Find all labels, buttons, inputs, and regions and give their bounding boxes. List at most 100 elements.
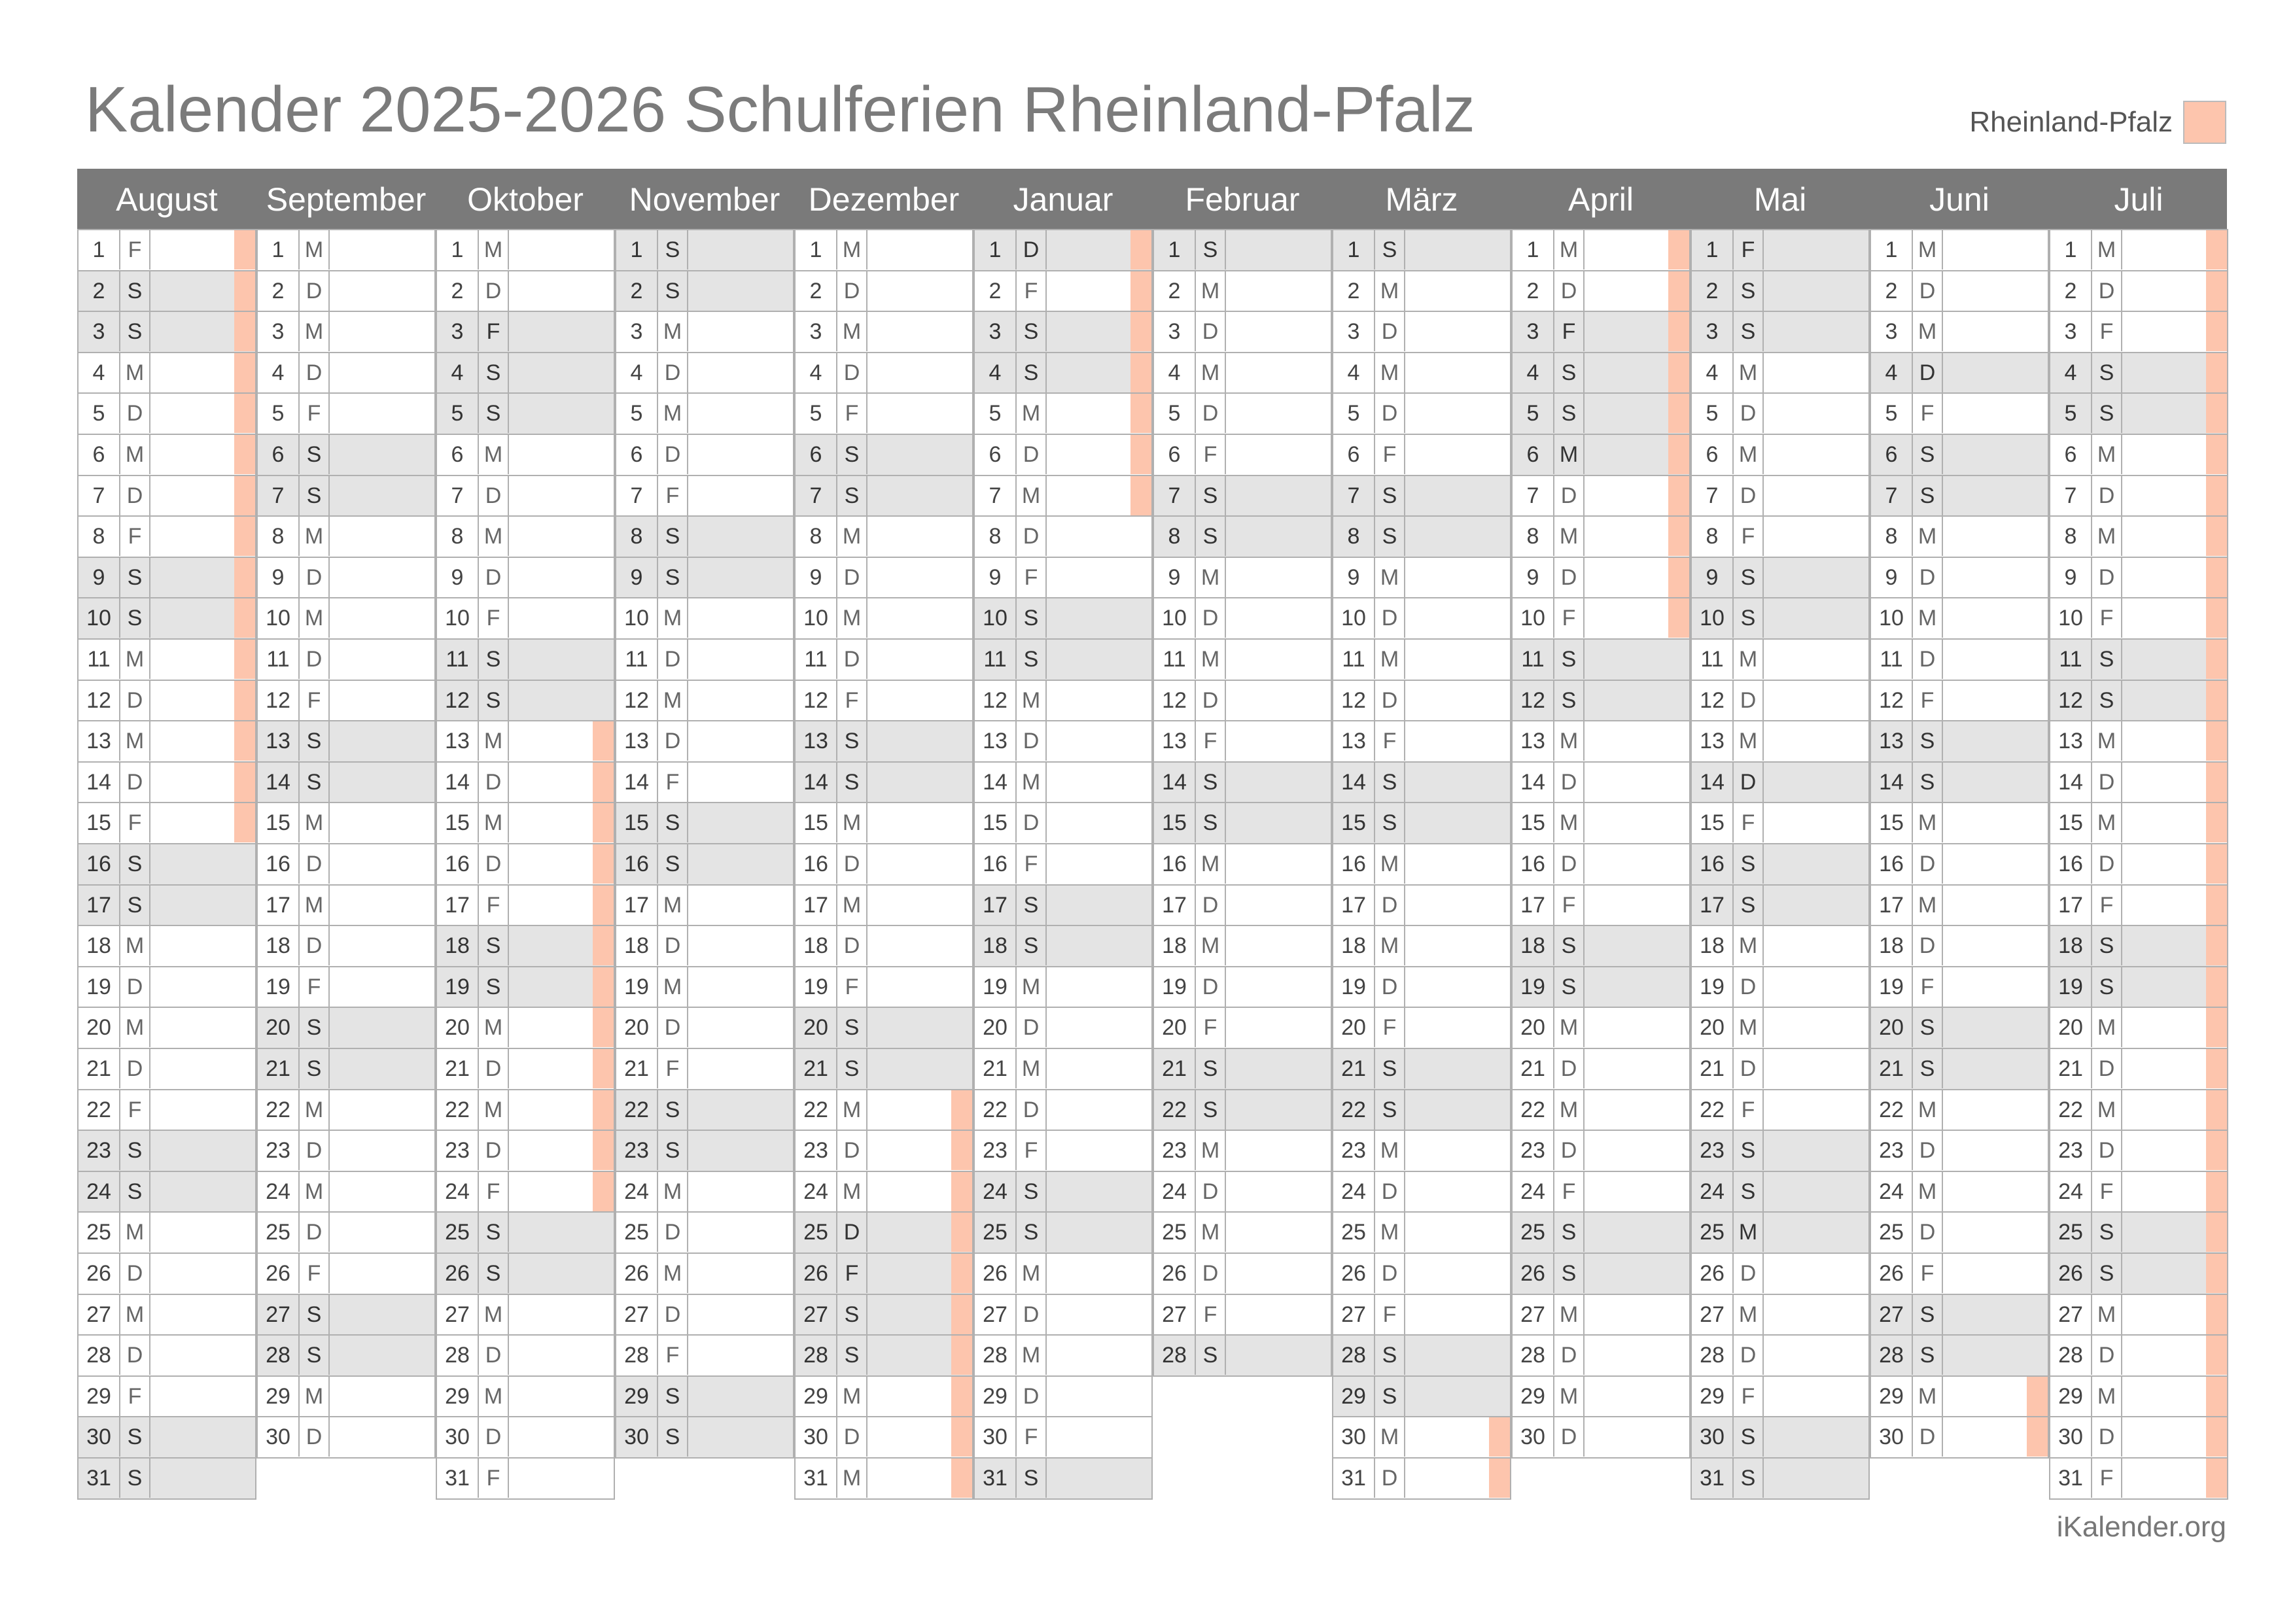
weekday-letter: D (300, 271, 330, 311)
weekday-letter: D (300, 1417, 330, 1457)
vacation-marker (1130, 394, 1151, 434)
weekday-letter: S (1017, 1459, 1047, 1498)
weekday-letter: S (479, 926, 509, 966)
day-cell: 22 F (1691, 1090, 1870, 1132)
day-cell: 10 F (2049, 598, 2228, 640)
day-number: 12 (437, 680, 479, 720)
day-number: 25 (975, 1213, 1017, 1253)
weekday-letter: D (1734, 1049, 1764, 1088)
vacation-marker (234, 271, 255, 311)
weekday-letter: S (1196, 1336, 1226, 1375)
day-number: 24 (2050, 1171, 2092, 1211)
weekday-letter: F (479, 1459, 509, 1498)
day-cell: 29 M (436, 1376, 615, 1418)
day-cell: 23 S (1691, 1131, 1870, 1172)
day-number: 1 (1154, 230, 1196, 269)
weekday-letter: D (1375, 1459, 1405, 1498)
day-number: 11 (1692, 640, 1734, 679)
vacation-marker (2206, 967, 2227, 1007)
weekday-letter: S (1913, 1294, 1943, 1334)
weekday-letter: F (658, 475, 688, 515)
day-cell: 19 S (2049, 967, 2228, 1009)
day-number: 15 (2050, 803, 2092, 843)
vacation-marker (593, 1131, 614, 1171)
vacation-marker (1130, 271, 1151, 311)
day-number: 14 (1333, 762, 1375, 802)
weekday-letter: S (1375, 1336, 1405, 1375)
day-cell: 22 M (2049, 1090, 2228, 1132)
weekday-letter: S (300, 435, 330, 474)
weekday-letter: D (479, 1417, 509, 1457)
day-number: 27 (79, 1294, 120, 1334)
day-number: 23 (796, 1131, 837, 1171)
weekday-letter: D (837, 557, 867, 597)
day-cell: 15 S (1332, 803, 1511, 844)
day-number: 17 (437, 885, 479, 925)
day-cell: 23 D (1511, 1131, 1691, 1172)
day-cell: 16 D (1870, 844, 2049, 886)
weekday-letter: D (837, 640, 867, 679)
day-cell: 13 F (1332, 721, 1511, 763)
day-number: 14 (1513, 762, 1554, 802)
vacation-marker (234, 353, 255, 392)
weekday-letter: M (1734, 1294, 1764, 1334)
day-number: 29 (1333, 1376, 1375, 1416)
weekday-letter: M (300, 517, 330, 557)
day-cell: 18 D (794, 926, 973, 967)
weekday-letter: M (1554, 1090, 1585, 1130)
weekday-letter: S (479, 1213, 509, 1253)
day-cell: 10 F (436, 598, 615, 640)
weekday-letter: S (300, 1049, 330, 1088)
vacation-marker (2206, 721, 2227, 761)
vacation-marker (2206, 803, 2227, 843)
day-number: 6 (258, 435, 300, 474)
day-number: 11 (258, 640, 300, 679)
vacation-marker (2206, 353, 2227, 392)
day-cell: 10 M (794, 598, 973, 640)
weekday-letter: D (479, 1336, 509, 1375)
vacation-marker (951, 1090, 972, 1130)
vacation-marker (2206, 1254, 2227, 1293)
day-number: 28 (437, 1336, 479, 1375)
day-number: 6 (79, 435, 120, 474)
weekday-letter: S (300, 762, 330, 802)
day-cell: 24 M (794, 1171, 973, 1213)
weekday-letter: M (479, 1090, 509, 1130)
day-cell: 15 S (615, 803, 794, 844)
weekday-letter: M (1196, 557, 1226, 597)
weekday-letter: M (300, 885, 330, 925)
weekday-letter: D (2092, 475, 2122, 515)
day-number: 29 (616, 1376, 658, 1416)
day-number: 22 (1692, 1090, 1734, 1130)
vacation-marker (1130, 230, 1151, 269)
weekday-letter: S (479, 640, 509, 679)
day-cell: 15 M (1511, 803, 1691, 844)
day-number: 18 (616, 926, 658, 966)
weekday-letter: F (1734, 230, 1764, 269)
day-cell: 21 M (973, 1049, 1153, 1090)
day-cell: 11 D (1870, 640, 2049, 681)
day-number: 1 (1871, 230, 1913, 269)
vacation-marker (1130, 312, 1151, 352)
weekday-letter: D (479, 475, 509, 515)
day-cell: 22 S (1332, 1090, 1511, 1132)
weekday-letter: S (2092, 1213, 2122, 1253)
weekday-letter: D (2092, 844, 2122, 884)
weekday-letter: M (837, 1090, 867, 1130)
weekday-letter: M (1913, 230, 1943, 269)
day-cell: 30 S (1691, 1417, 1870, 1459)
day-number: 8 (437, 517, 479, 557)
weekday-letter: F (1375, 1294, 1405, 1334)
weekday-letter: S (1375, 517, 1405, 557)
weekday-letter: S (1734, 1417, 1764, 1457)
day-number: 26 (437, 1254, 479, 1293)
vacation-marker (2206, 640, 2227, 679)
day-number: 29 (437, 1376, 479, 1416)
